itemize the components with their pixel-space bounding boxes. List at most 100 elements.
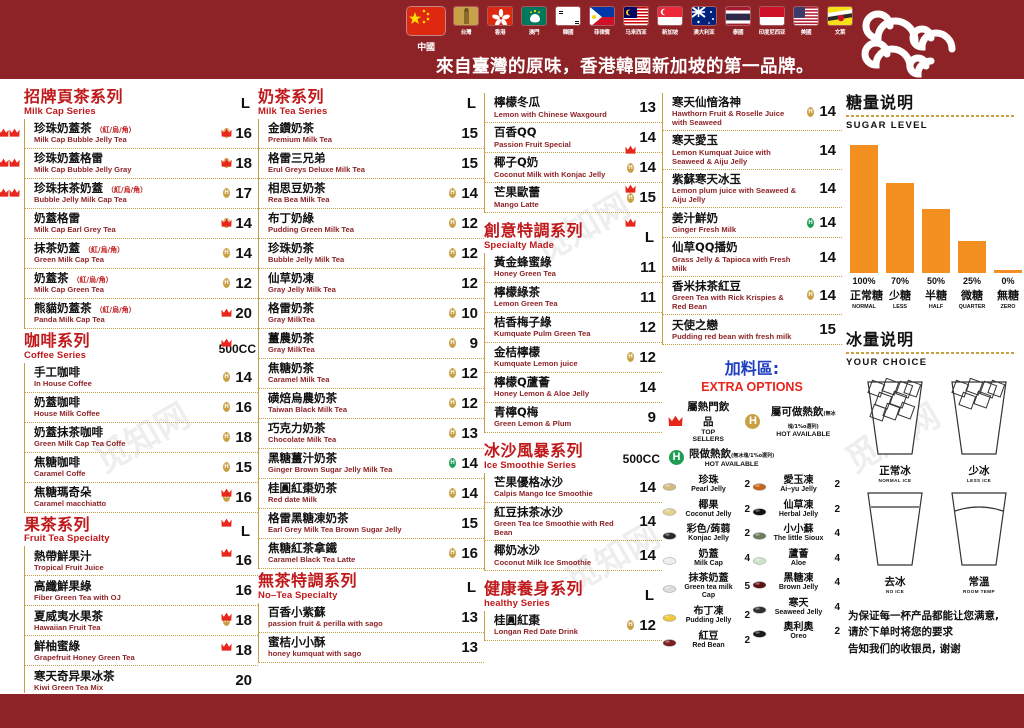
sugar-bar (958, 241, 986, 273)
menu-item-name-en: Longan Red Date Drink (494, 627, 578, 637)
top-seller-crowns (221, 308, 232, 318)
menu-item-price-cell: 14 (800, 142, 842, 159)
sugar-label-cn: 無糖 (997, 289, 1019, 302)
menu-item-names: 金鑽奶茶 Premium Milk Tea (268, 121, 442, 144)
sugar-bar-wrap (850, 143, 878, 273)
section-title-en: No–Tea Specialty (258, 589, 338, 601)
menu-item-name-en: Gray MilkTea (268, 345, 315, 355)
section-title-en: Coffee Series (24, 349, 87, 361)
flag-taiwan-icon (453, 6, 479, 26)
section-size-label: L (644, 587, 654, 605)
menu-item-price-cell: H 16 (442, 545, 484, 562)
menu-item-name-cn: 焦糖紅茶拿鐵 (268, 541, 337, 556)
menu-item-names: 黃金蜂蜜綠 Honey Green Tea (494, 255, 620, 278)
cup-icon (867, 492, 923, 566)
hot-available-gold-icon: H (449, 548, 456, 559)
menu-item-name-cn: 手工咖啡 (34, 364, 80, 379)
flag-korea-icon (555, 6, 581, 26)
menu-item-name-en: Milk Cap Bubble Jelly Gray (34, 165, 132, 175)
flag-label: 台灣 (460, 30, 472, 36)
section-items-continued: 寒天仙愔洛神 Hawthorn Fruit & Roselle Juice wi… (625, 93, 842, 346)
hot-available-gold-icon: H (223, 372, 230, 383)
menu-item-name-cn: 夏威夷水果茶 (34, 608, 103, 623)
hot-available-gold-icon: H (627, 192, 634, 203)
menu-item-names: 青檸Q梅 Green Lemon & Plum (494, 405, 620, 428)
topping-price: 2 (834, 626, 840, 638)
page-footer (0, 693, 1024, 728)
sugar-level-label: 70% 少糖 LESS (886, 276, 914, 310)
topping-names: 奶蓋 Milk Cap (681, 549, 736, 568)
menu-item-price: 15 (461, 154, 478, 172)
flag-usa-icon (793, 6, 819, 26)
menu-item-price: 13 (639, 99, 656, 116)
brand-logo (852, 4, 982, 78)
menu-item-names: 姜汁鮮奶 Ginger Fresh Milk (672, 211, 800, 234)
menu-item-row: 焦糖咖啡 Caramel Coffe H 15 (25, 453, 258, 483)
menu-item-price: 16 (235, 488, 252, 506)
menu-item-name-en: Green Milk Cap Tea (34, 255, 104, 265)
menu-item-name-en: Gray Jelly Milk Tea (268, 285, 336, 295)
menu-item-price-cell: 14 (620, 513, 662, 530)
top-seller-crowns (221, 612, 232, 622)
menu-item-price-cell: H 12 (442, 365, 484, 382)
top-seller-crowns (221, 218, 232, 228)
hot-indicator (807, 184, 814, 194)
menu-item-names: 檸檬冬瓜 Lemon with Chinese Waxgourd (494, 96, 620, 119)
menu-item-name-en: Kiwi Green Tea Mix (34, 682, 104, 692)
menu-item-price: 14 (819, 248, 836, 266)
menu-item-row: 姜汁鮮奶 Ginger Fresh Milk H 14 (625, 208, 842, 239)
menu-item-price: 18 (235, 612, 252, 630)
menu-item-name-cn: 焦糖咖啡 (34, 454, 80, 469)
menu-item-names: 椰子Q奶 Coconut Milk with Konjac Jelly (494, 156, 620, 179)
menu-item-name-en: Earl Grey Milk Tea Brown Sugar Jelly (268, 525, 402, 535)
menu-item-names: 奶蓋格雷 Milk Cap Earl Grey Tea (34, 211, 216, 234)
sugar-percent: 100% (852, 276, 876, 286)
menu-item-row: 香米抹茶紅豆 Green Tea with Rick Krispies & Re… (663, 277, 842, 316)
menu-item-name-cn: 芒果歐蕾 (494, 185, 540, 200)
menu-item-price-cell: H 14 (620, 159, 662, 176)
menu-sheet: 觅知网 觅知网 觅知网 觅知网 招牌頁茶系列 Milk Cap Series L… (0, 81, 1024, 697)
flag-label: 韓國 (562, 30, 574, 36)
hot-available-gold-icon: H (627, 620, 634, 631)
topping-item: 愛玉凍 Ai–yu Jelly 2 (752, 475, 842, 494)
flag-label: 文萊 (834, 30, 846, 36)
topping-name-cn: 抹茶奶蓋 (688, 573, 729, 585)
menu-item-name-cn: 磺焙烏農奶茶 (268, 391, 337, 406)
menu-item-price-cell: H 15 (620, 189, 662, 206)
flag-label: 澳大利亚 (693, 30, 715, 36)
topping-names: 蘆薈 Aloe (771, 549, 826, 568)
menu-item-price-cell: 13 (442, 639, 484, 656)
menu-item-price: 15 (461, 514, 478, 532)
topping-name-cn: 布丁凍 (693, 605, 724, 617)
menu-item-price: 14 (819, 103, 836, 121)
hot-available-gold-icon: H (223, 248, 230, 259)
flag-indonesia-icon (759, 6, 785, 26)
menu-item-name-cn: 青檸Q梅 (494, 405, 539, 420)
topping-name-en: Coconut Jelly (685, 510, 732, 518)
hot-indicator (449, 612, 456, 622)
menu-item-name-en: Bubble Jelly Milk Cap Tea (34, 195, 127, 205)
menu-item-names: 天使之戀 Pudding red bean with fresh milk (672, 318, 800, 341)
menu-item-price: 12 (639, 318, 656, 336)
menu-item-name-cn: 奶蓋咖啡 (34, 394, 80, 409)
section-title-cn: 奶茶系列 (258, 87, 325, 106)
menu-item-row: 檸檬冬瓜 Lemon with Chinese Waxgourd 13 (485, 93, 662, 123)
menu-item-row: 椰子Q奶 Coconut Milk with Konjac Jelly H 14 (485, 153, 662, 183)
sugar-label-en: NORMAL (852, 304, 876, 310)
topping-item: 彩色/蒟蒻 Konjac Jelly 2 (662, 524, 752, 543)
topping-names: 彩色/蒟蒻 Konjac Jelly (681, 524, 736, 543)
topping-icon (752, 479, 767, 491)
menu-item-row: 青檸Q梅 Green Lemon & Plum 9 (485, 403, 662, 433)
menu-item-row: 紫蘇寒天冰玉 Lemon plum juice with Seaweed & A… (625, 170, 842, 209)
flag-item-taiwan: 台灣 (450, 6, 482, 36)
menu-item-price: 12 (461, 364, 478, 382)
flag-label: 美國 (800, 30, 812, 36)
menu-item-row: 手工咖啡 In House Coffee H 14 (25, 363, 258, 393)
menu-item-name-en: Green Milk Cap Tea Coffe (34, 439, 126, 449)
topping-names: 椰果 Coconut Jelly (681, 500, 736, 519)
flag-label: 菲律賓 (594, 30, 610, 36)
topping-name-en: Konjac Jelly (688, 535, 729, 543)
menu-item-name-en: passion fruit & perilla with sago (268, 619, 383, 629)
section-header: 健康養身系列 healthy Series L (484, 580, 662, 609)
menu-item-names: 紫蘇寒天冰玉 Lemon plum juice with Seaweed & A… (672, 172, 800, 204)
